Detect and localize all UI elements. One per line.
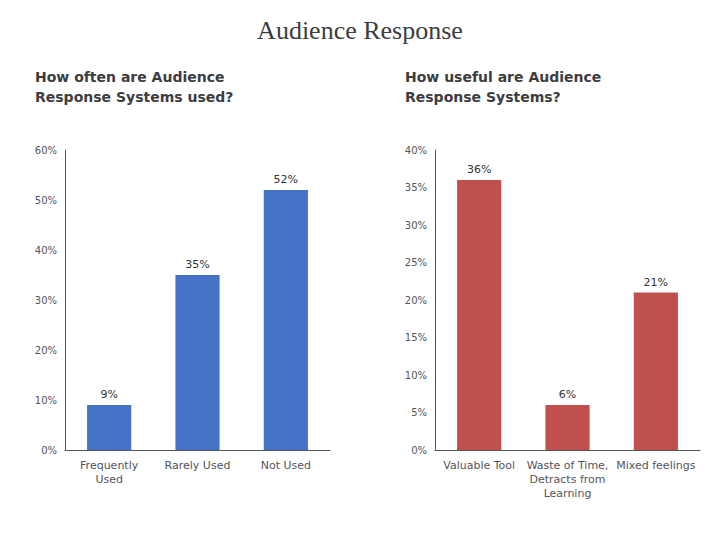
svg-text:0%: 0% — [41, 445, 57, 456]
svg-text:20%: 20% — [35, 345, 57, 356]
svg-text:60%: 60% — [35, 145, 57, 156]
svg-text:Response Systems used?: Response Systems used? — [35, 89, 233, 105]
svg-text:30%: 30% — [405, 220, 427, 231]
svg-text:52%: 52% — [274, 173, 298, 186]
svg-text:15%: 15% — [405, 332, 427, 343]
svg-text:Rarely Used: Rarely Used — [165, 459, 231, 472]
svg-text:10%: 10% — [35, 395, 57, 406]
svg-text:0%: 0% — [411, 445, 427, 456]
svg-text:How useful are Audience: How useful are Audience — [405, 69, 601, 85]
svg-text:Used: Used — [95, 473, 123, 486]
svg-text:Audience Response: Audience Response — [257, 16, 463, 45]
svg-text:35%: 35% — [405, 182, 427, 193]
svg-text:50%: 50% — [35, 195, 57, 206]
svg-text:21%: 21% — [644, 276, 668, 289]
svg-text:Waste of Time,: Waste of Time, — [527, 459, 609, 472]
svg-text:Response Systems?: Response Systems? — [405, 89, 561, 105]
svg-text:40%: 40% — [405, 145, 427, 156]
svg-text:10%: 10% — [405, 370, 427, 381]
svg-text:6%: 6% — [559, 388, 576, 401]
svg-text:How often are Audience: How often are Audience — [35, 69, 224, 85]
svg-text:Not Used: Not Used — [261, 459, 311, 472]
svg-text:Mixed feelings: Mixed feelings — [616, 459, 695, 472]
svg-text:20%: 20% — [405, 295, 427, 306]
svg-text:35%: 35% — [185, 258, 209, 271]
svg-text:5%: 5% — [411, 407, 427, 418]
svg-text:30%: 30% — [35, 295, 57, 306]
svg-text:25%: 25% — [405, 257, 427, 268]
svg-text:40%: 40% — [35, 245, 57, 256]
svg-text:Valuable Tool: Valuable Tool — [443, 459, 515, 472]
svg-text:Frequently: Frequently — [80, 459, 139, 472]
svg-text:9%: 9% — [100, 388, 117, 401]
svg-text:Detracts from: Detracts from — [529, 473, 605, 486]
svg-text:36%: 36% — [467, 163, 491, 176]
svg-text:Learning: Learning — [544, 487, 592, 500]
